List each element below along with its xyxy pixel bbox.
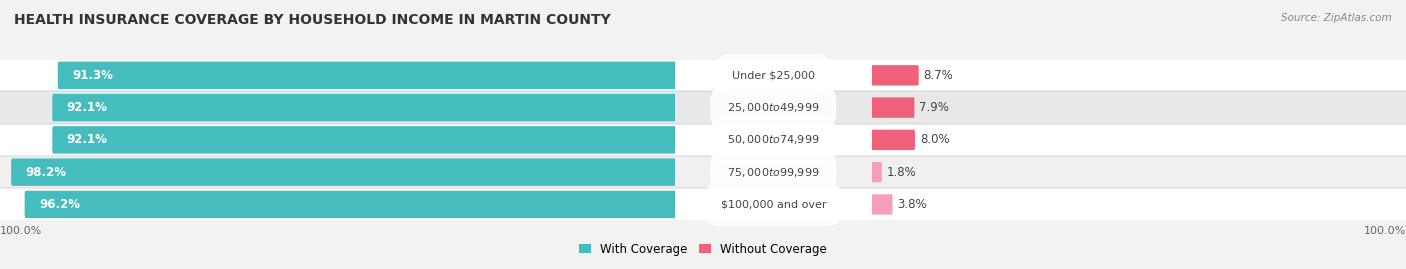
FancyBboxPatch shape (675, 59, 872, 91)
Bar (872, 59, 1406, 91)
Bar (872, 156, 1406, 188)
Text: HEALTH INSURANCE COVERAGE BY HOUSEHOLD INCOME IN MARTIN COUNTY: HEALTH INSURANCE COVERAGE BY HOUSEHOLD I… (14, 13, 610, 27)
FancyBboxPatch shape (872, 65, 918, 86)
FancyBboxPatch shape (872, 130, 915, 150)
Text: Under $25,000: Under $25,000 (731, 70, 815, 80)
Bar (0, 188, 675, 221)
Bar (675, 91, 872, 124)
Bar (675, 124, 872, 156)
Bar (675, 59, 872, 91)
Text: 91.3%: 91.3% (72, 69, 112, 82)
Bar (675, 188, 872, 221)
Text: 96.2%: 96.2% (39, 198, 80, 211)
FancyBboxPatch shape (0, 156, 675, 188)
FancyBboxPatch shape (11, 158, 676, 186)
FancyBboxPatch shape (872, 188, 1406, 221)
FancyBboxPatch shape (52, 94, 676, 121)
Legend: With Coverage, Without Coverage: With Coverage, Without Coverage (574, 238, 832, 260)
Text: 100.0%: 100.0% (0, 226, 42, 236)
Bar (0, 91, 675, 124)
Bar (872, 188, 1406, 221)
FancyBboxPatch shape (872, 162, 882, 182)
Bar (0, 124, 675, 156)
FancyBboxPatch shape (872, 194, 893, 215)
Text: $25,000 to $49,999: $25,000 to $49,999 (727, 101, 820, 114)
Text: 100.0%: 100.0% (1364, 226, 1406, 236)
Text: $75,000 to $99,999: $75,000 to $99,999 (727, 166, 820, 179)
FancyBboxPatch shape (0, 91, 675, 124)
Bar (0, 156, 675, 188)
FancyBboxPatch shape (675, 124, 872, 156)
FancyBboxPatch shape (0, 188, 675, 221)
Text: 8.7%: 8.7% (924, 69, 953, 82)
FancyBboxPatch shape (872, 91, 1406, 124)
Text: 7.9%: 7.9% (920, 101, 949, 114)
FancyBboxPatch shape (675, 188, 872, 221)
Bar (675, 156, 872, 188)
FancyBboxPatch shape (872, 59, 1406, 91)
Bar (0, 59, 675, 91)
FancyBboxPatch shape (58, 62, 676, 89)
Text: $50,000 to $74,999: $50,000 to $74,999 (727, 133, 820, 146)
Text: 3.8%: 3.8% (897, 198, 927, 211)
Text: Source: ZipAtlas.com: Source: ZipAtlas.com (1281, 13, 1392, 23)
Bar (872, 91, 1406, 124)
FancyBboxPatch shape (52, 126, 676, 154)
Text: $100,000 and over: $100,000 and over (720, 199, 827, 210)
Text: 1.8%: 1.8% (887, 166, 917, 179)
FancyBboxPatch shape (872, 124, 1406, 156)
FancyBboxPatch shape (872, 97, 914, 118)
FancyBboxPatch shape (0, 124, 675, 156)
FancyBboxPatch shape (25, 191, 676, 218)
Text: 92.1%: 92.1% (67, 133, 108, 146)
FancyBboxPatch shape (675, 91, 872, 124)
FancyBboxPatch shape (872, 156, 1406, 188)
Bar (872, 124, 1406, 156)
Text: 98.2%: 98.2% (25, 166, 66, 179)
Text: 8.0%: 8.0% (920, 133, 949, 146)
Text: 92.1%: 92.1% (67, 101, 108, 114)
FancyBboxPatch shape (675, 156, 872, 188)
FancyBboxPatch shape (0, 59, 675, 91)
